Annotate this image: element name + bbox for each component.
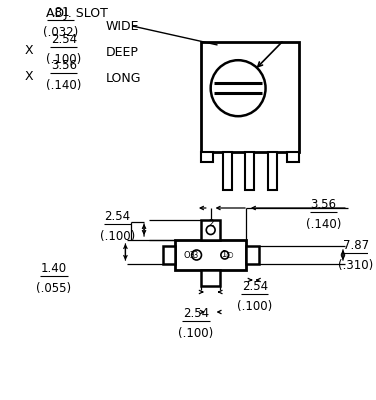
Text: (.100): (.100) [100, 230, 135, 243]
Text: ADJ. SLOT: ADJ. SLOT [46, 7, 108, 20]
Bar [287, 152, 299, 162]
Text: (.055): (.055) [36, 282, 71, 295]
Bar [268, 152, 277, 190]
Text: 2: 2 [208, 220, 214, 228]
Text: LONG: LONG [106, 72, 141, 84]
Bar [246, 152, 254, 190]
Bar [223, 152, 232, 190]
Text: (.032): (.032) [43, 26, 78, 39]
Text: (.100): (.100) [237, 300, 272, 313]
Text: .81: .81 [52, 6, 70, 19]
Bar [163, 246, 176, 264]
Text: O3: O3 [183, 250, 195, 260]
Text: 1○: 1○ [221, 250, 233, 260]
Bar [201, 152, 213, 162]
Text: 2.54: 2.54 [51, 33, 77, 46]
Bar [201, 220, 220, 240]
Text: (.100): (.100) [46, 53, 81, 66]
Text: (.140): (.140) [306, 218, 341, 231]
Text: (.310): (.310) [338, 259, 373, 272]
Bar [246, 246, 259, 264]
Text: X: X [25, 44, 34, 58]
Text: 7.87: 7.87 [343, 239, 369, 252]
Text: DEEP: DEEP [106, 46, 139, 58]
Text: (.100): (.100) [178, 327, 214, 340]
Text: 2.54: 2.54 [105, 210, 130, 223]
Bar [176, 240, 246, 270]
Text: ·3: ·3 [191, 250, 198, 260]
Text: 2.54: 2.54 [242, 280, 268, 293]
Text: X: X [25, 70, 34, 84]
Text: 1.40: 1.40 [41, 262, 67, 275]
Text: WIDE: WIDE [106, 20, 139, 32]
Bar [201, 42, 299, 152]
Text: 2.54: 2.54 [183, 307, 209, 320]
Text: 3.56: 3.56 [51, 59, 77, 72]
Text: 3.56: 3.56 [310, 198, 337, 211]
Text: (.140): (.140) [46, 79, 81, 92]
Bar [201, 270, 220, 286]
